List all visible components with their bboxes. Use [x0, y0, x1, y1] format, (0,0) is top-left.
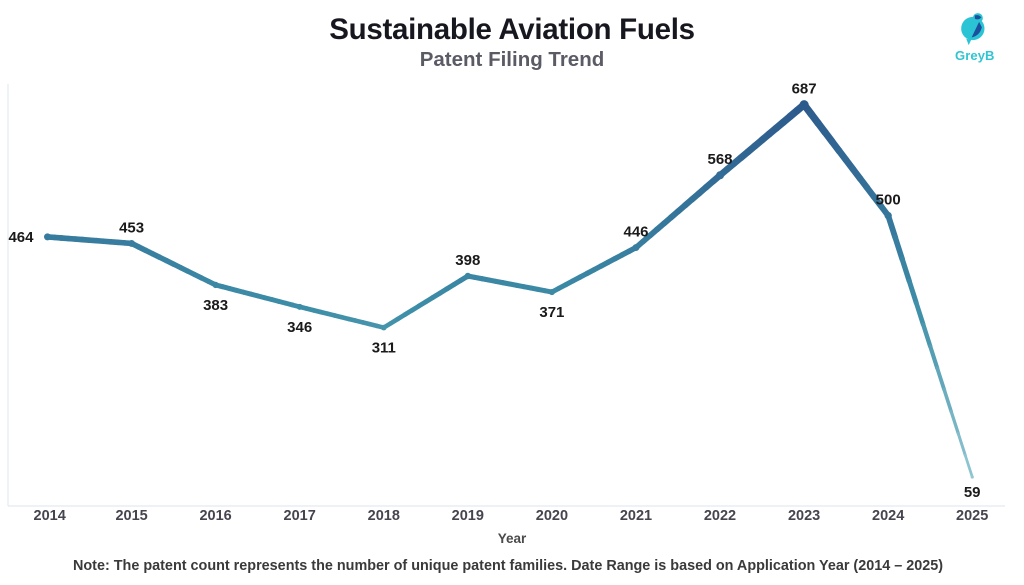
svg-text:59: 59 — [964, 484, 981, 501]
svg-text:500: 500 — [876, 192, 901, 209]
svg-text:346: 346 — [287, 319, 312, 336]
svg-text:311: 311 — [372, 340, 396, 357]
svg-text:453: 453 — [119, 219, 144, 236]
svg-text:371: 371 — [539, 304, 564, 321]
svg-text:687: 687 — [792, 81, 817, 98]
svg-text:568: 568 — [707, 151, 732, 168]
svg-text:464: 464 — [8, 229, 34, 246]
svg-text:398: 398 — [455, 252, 480, 269]
svg-text:446: 446 — [623, 224, 648, 241]
svg-text:383: 383 — [203, 297, 228, 314]
